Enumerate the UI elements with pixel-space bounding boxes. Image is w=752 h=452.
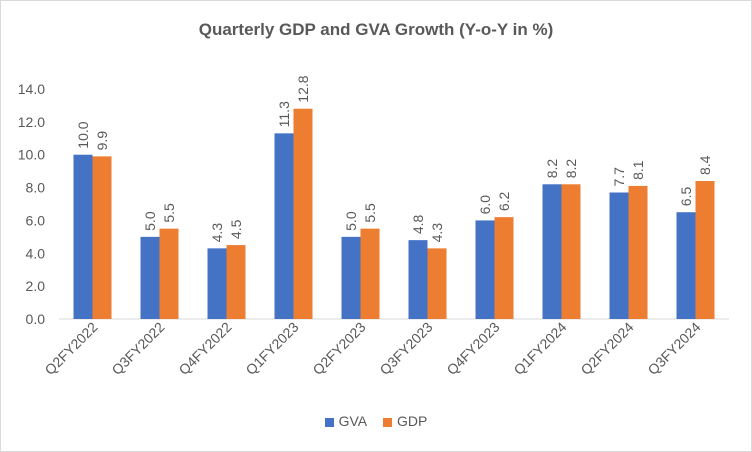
data-label-gva: 5.0 bbox=[343, 211, 359, 231]
chart-title: Quarterly GDP and GVA Growth (Y-o-Y in %… bbox=[198, 20, 554, 39]
legend-swatch-gdp bbox=[383, 417, 393, 427]
legend-swatch-gva bbox=[324, 417, 334, 427]
data-label-gva: 6.0 bbox=[477, 195, 493, 215]
legend-item-gva: GVA bbox=[324, 413, 368, 429]
data-label-gdp: 4.3 bbox=[429, 223, 445, 243]
x-tick-label: Q3FY2022 bbox=[108, 319, 167, 378]
legend: GVA GDP bbox=[0, 413, 752, 429]
data-label-gdp: 9.9 bbox=[94, 131, 110, 151]
data-label-gdp: 4.5 bbox=[228, 219, 244, 239]
x-tick-label: Q3FY2023 bbox=[376, 319, 435, 378]
x-tick-label: Q4FY2023 bbox=[443, 319, 502, 378]
y-tick-label: 12.0 bbox=[18, 114, 45, 130]
data-label-gdp: 8.1 bbox=[630, 160, 646, 180]
bar-gdp bbox=[628, 185, 648, 319]
data-label-gva: 11.3 bbox=[276, 101, 292, 127]
bar-gdp bbox=[92, 156, 112, 319]
legend-label-gva: GVA bbox=[338, 413, 368, 429]
bar-gdp bbox=[494, 217, 514, 319]
x-tick-label: Q1FY2024 bbox=[510, 319, 569, 378]
y-tick-label: 14.0 bbox=[18, 81, 45, 97]
bar-gdp bbox=[360, 228, 380, 319]
bar-gdp bbox=[293, 108, 313, 319]
y-tick-label: 6.0 bbox=[26, 212, 46, 228]
data-label-gva: 7.7 bbox=[611, 167, 627, 187]
bar-gdp bbox=[695, 181, 715, 319]
x-tick-label: Q4FY2022 bbox=[175, 319, 234, 378]
data-label-gdp: 8.2 bbox=[563, 159, 579, 179]
bar-gva bbox=[542, 184, 562, 319]
y-tick-label: 4.0 bbox=[26, 245, 46, 261]
data-label-gva: 6.5 bbox=[678, 187, 694, 207]
bar-gdp bbox=[226, 245, 246, 319]
bar-gva bbox=[475, 220, 495, 319]
data-label-gdp: 8.4 bbox=[697, 155, 713, 175]
y-tick-label: 10.0 bbox=[18, 147, 45, 163]
x-tick-label: Q3FY2024 bbox=[644, 319, 703, 378]
data-label-gdp: 5.5 bbox=[161, 203, 177, 223]
x-tick-label: Q2FY2023 bbox=[309, 319, 368, 378]
data-label-gdp: 5.5 bbox=[362, 203, 378, 223]
bar-gdp bbox=[427, 248, 447, 319]
bar-gva bbox=[207, 248, 227, 319]
bar-gva bbox=[274, 133, 294, 319]
data-label-gva: 4.3 bbox=[209, 223, 225, 243]
y-tick-label: 0.0 bbox=[26, 311, 46, 327]
x-tick-label: Q2FY2024 bbox=[577, 319, 636, 378]
data-label-gva: 5.0 bbox=[142, 211, 158, 231]
bar-gdp bbox=[159, 228, 179, 319]
bar-gva bbox=[676, 212, 696, 319]
y-tick-label: 2.0 bbox=[26, 278, 46, 294]
bar-gva bbox=[73, 154, 93, 319]
data-label-gva: 10.0 bbox=[75, 121, 91, 148]
x-tick-label: Q1FY2023 bbox=[242, 319, 301, 378]
bar-gva bbox=[140, 236, 160, 319]
data-label-gdp: 12.8 bbox=[295, 75, 311, 102]
data-label-gva: 4.8 bbox=[410, 214, 426, 234]
y-tick-label: 8.0 bbox=[26, 180, 46, 196]
bar-gdp bbox=[561, 184, 581, 319]
legend-label-gdp: GDP bbox=[397, 413, 428, 429]
x-tick-label: Q2FY2022 bbox=[41, 319, 100, 378]
legend-item-gdp: GDP bbox=[383, 413, 427, 429]
bar-gva bbox=[408, 240, 428, 319]
data-label-gva: 8.2 bbox=[544, 159, 560, 179]
bar-gva bbox=[609, 192, 629, 319]
bar-gva bbox=[341, 236, 361, 319]
data-label-gdp: 6.2 bbox=[496, 191, 512, 211]
